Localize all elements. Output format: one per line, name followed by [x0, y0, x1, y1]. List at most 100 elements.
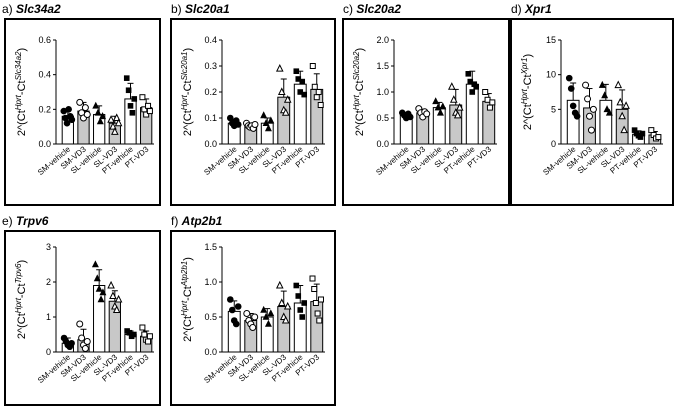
- y-label-sup2: Atp2b1: [180, 261, 189, 287]
- data-point: [618, 111, 626, 120]
- data-point: [648, 127, 655, 134]
- data-point: [92, 101, 100, 109]
- data-point: [99, 112, 107, 120]
- gene-name: Slc20a2: [356, 2, 401, 16]
- data-point: [111, 127, 119, 135]
- y-tick-label: 1.5: [376, 61, 389, 71]
- panel-title: f) Atp2b1: [171, 214, 223, 228]
- data-point: [317, 296, 324, 303]
- data-point: [131, 96, 138, 102]
- data-point: [114, 294, 123, 303]
- data-point: [639, 130, 646, 137]
- data-point: [262, 119, 270, 126]
- data-point: [484, 96, 491, 103]
- y-label-sup2: Trpv6: [14, 263, 23, 283]
- data-point: [299, 78, 306, 85]
- data-point: [313, 94, 320, 101]
- y-tick-label: 1.0: [376, 87, 389, 97]
- data-point: [251, 313, 259, 321]
- data-point: [584, 95, 592, 103]
- data-point: [275, 280, 284, 289]
- y-label-sup1: Hprt: [14, 94, 23, 110]
- data-point: [316, 317, 323, 324]
- y-label-prefix: 2^(Ct: [354, 110, 366, 136]
- bar-SL-VD3: [277, 96, 291, 145]
- y-tick-label: 0.4: [38, 70, 51, 80]
- y-label-sup1: Hprt: [180, 94, 189, 110]
- data-point: [95, 284, 103, 292]
- data-point: [301, 91, 308, 98]
- panel-title: e) Trpv6: [2, 214, 49, 228]
- data-point: [569, 102, 577, 110]
- data-point: [228, 306, 236, 314]
- data-point: [262, 312, 270, 320]
- y-tick-label: 0.5: [204, 312, 217, 322]
- y-axis-label: 2^(CtHprt-CtTrpv6): [14, 260, 28, 339]
- y-tick-label: 0.0: [38, 139, 51, 149]
- y-tick-label: 0.6: [38, 35, 51, 45]
- y-tick-label: 10: [546, 70, 556, 80]
- y-label-mid: -Ct: [522, 74, 534, 89]
- panel-label: f): [171, 214, 182, 228]
- data-point: [96, 117, 104, 125]
- y-tick-label: 1.5: [204, 242, 217, 252]
- data-point: [301, 300, 308, 306]
- data-point: [267, 309, 275, 317]
- panel-label: a): [2, 2, 16, 16]
- y-tick-label: 0.4: [204, 35, 217, 45]
- y-label-prefix: 2^(Ct: [16, 110, 28, 136]
- panel-frame: [170, 230, 336, 406]
- chart-panel-c: c) Slc20a20.00.51.01.52.02^(CtHprt-CtSlc…: [342, 2, 510, 206]
- bar-SL-vehicle: [93, 285, 106, 353]
- y-tick-label: 2.0: [376, 35, 389, 45]
- data-point: [131, 331, 137, 338]
- data-point: [139, 324, 146, 331]
- data-point: [620, 125, 628, 134]
- panel-label: d): [511, 2, 525, 16]
- data-point: [146, 333, 153, 340]
- chart-panel-b: b) Slc20a10.00.10.20.30.42^(CtHprt-CtSlc…: [170, 2, 336, 206]
- data-point: [293, 282, 300, 289]
- data-point: [423, 110, 431, 118]
- gene-name: Slc20a1: [185, 2, 230, 16]
- data-point: [112, 305, 121, 313]
- data-point: [114, 118, 123, 127]
- data-point: [317, 102, 324, 108]
- gene-name: Atp2b1: [181, 214, 223, 228]
- y-label-prefix: 2^(Ct: [16, 313, 28, 339]
- y-tick-label: 1.0: [204, 277, 217, 287]
- y-tick-label: 0.0: [376, 139, 389, 149]
- chart-panel-e: e) Trpv601232^(CtHprt-CtTrpv6)SM-vehicle…: [2, 214, 161, 406]
- panel-frame: [170, 18, 336, 206]
- data-point: [145, 102, 152, 109]
- data-point: [469, 89, 476, 95]
- data-point: [465, 71, 472, 77]
- data-point: [297, 307, 304, 313]
- data-point: [83, 111, 91, 119]
- data-point: [281, 108, 290, 116]
- data-point: [107, 115, 115, 123]
- data-point: [260, 111, 268, 119]
- panel-title: c) Slc20a2: [343, 2, 401, 16]
- y-label-sup2: Slc20a1: [180, 52, 189, 81]
- y-tick-label: 3: [46, 242, 51, 252]
- y-tick-label: 1: [46, 312, 51, 322]
- data-point: [434, 103, 442, 111]
- data-point: [243, 310, 251, 317]
- panel-frame: [4, 18, 161, 206]
- data-point: [605, 108, 613, 116]
- data-point: [312, 300, 319, 306]
- y-label-mid: -Ct: [16, 80, 28, 95]
- data-point: [455, 102, 464, 111]
- data-point: [299, 314, 306, 320]
- data-point: [146, 108, 153, 115]
- bar-SL-vehicle: [260, 122, 274, 145]
- data-point: [68, 339, 75, 347]
- data-point: [91, 260, 99, 268]
- data-point: [129, 110, 136, 116]
- data-point: [94, 108, 102, 116]
- bar-PT-VD3: [310, 301, 324, 353]
- y-label-sup1: Hprt: [180, 300, 189, 316]
- data-point: [311, 83, 318, 90]
- data-point: [601, 91, 609, 99]
